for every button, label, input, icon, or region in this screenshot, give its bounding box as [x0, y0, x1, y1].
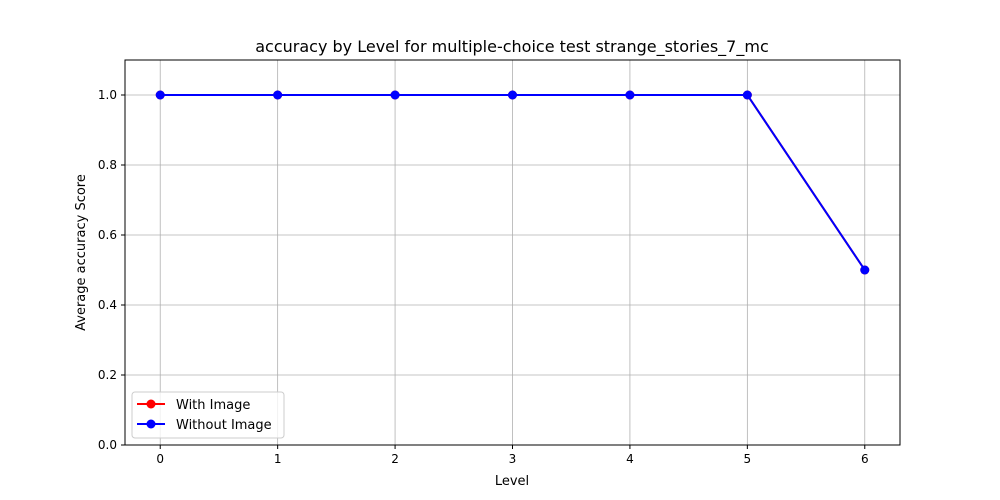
data-point-without-image — [390, 90, 400, 100]
legend-label-with-image: With Image — [176, 398, 250, 413]
x-tick-label: 1 — [274, 452, 282, 466]
data-point-without-image — [508, 90, 517, 100]
series-without-image — [155, 90, 870, 275]
legend: With Image Without Image — [131, 391, 285, 439]
y-tick-label: 0.8 — [98, 158, 117, 172]
x-tick-label: 2 — [391, 452, 399, 466]
y-tick-label: 0.0 — [98, 438, 117, 452]
data-point-without-image — [155, 90, 165, 100]
legend-marker-with-image — [146, 399, 156, 409]
x-tick-label: 4 — [626, 452, 634, 466]
x-tick-label: 3 — [509, 452, 517, 466]
x-tick-label: 0 — [156, 452, 164, 466]
axis-ticks: 0 1 2 3 4 5 6 0.0 0.2 0.4 0.6 0.8 1.0 — [98, 88, 869, 466]
y-tick-label: 1.0 — [98, 88, 117, 102]
grid — [125, 60, 900, 446]
y-tick-label: 0.2 — [98, 368, 117, 382]
data-point-without-image — [860, 265, 870, 275]
x-tick-label: 5 — [744, 452, 752, 466]
data-point-without-image — [742, 90, 752, 100]
series — [155, 90, 870, 275]
x-axis-label: Level — [495, 474, 529, 489]
y-axis-label: Average accuracy Score — [74, 174, 89, 331]
legend-marker-without-image — [146, 419, 156, 429]
legend-label-without-image: Without Image — [176, 418, 272, 433]
legend-box — [131, 391, 285, 439]
data-point-without-image — [273, 90, 283, 100]
y-tick-label: 0.6 — [98, 228, 117, 242]
chart-title: accuracy by Level for multiple-choice te… — [255, 37, 769, 57]
data-point-without-image — [625, 90, 635, 100]
x-tick-label: 6 — [861, 452, 869, 466]
y-tick-label: 0.4 — [98, 298, 117, 312]
